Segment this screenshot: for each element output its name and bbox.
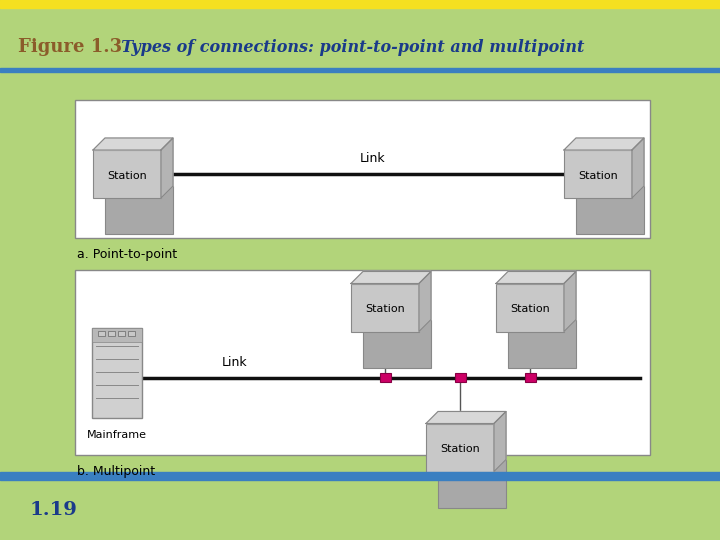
Bar — [454, 373, 466, 382]
Bar — [93, 150, 161, 198]
Bar — [379, 373, 390, 382]
Text: Mainframe: Mainframe — [87, 429, 147, 440]
Polygon shape — [496, 272, 576, 284]
Polygon shape — [93, 138, 173, 150]
Polygon shape — [161, 138, 173, 198]
Bar — [496, 284, 564, 332]
Bar — [363, 320, 431, 368]
Bar — [98, 330, 105, 335]
Bar — [108, 330, 115, 335]
Bar — [0, 472, 720, 480]
Text: a. Point-to-point: a. Point-to-point — [77, 248, 177, 261]
Text: Link: Link — [222, 356, 248, 369]
Text: Types of connections: point-to-point and multipoint: Types of connections: point-to-point and… — [110, 38, 585, 56]
Text: 1.19: 1.19 — [30, 501, 78, 519]
Text: Station: Station — [365, 305, 405, 314]
Bar — [508, 320, 576, 368]
Polygon shape — [351, 272, 431, 284]
Text: Link: Link — [360, 152, 385, 165]
Bar — [92, 327, 142, 417]
Bar — [564, 150, 632, 198]
Polygon shape — [632, 138, 644, 198]
Bar — [75, 270, 650, 455]
Polygon shape — [419, 272, 431, 332]
Bar — [92, 327, 142, 341]
Text: Station: Station — [510, 305, 550, 314]
Bar — [576, 186, 644, 234]
Bar — [524, 373, 536, 382]
Polygon shape — [494, 411, 506, 471]
Bar — [105, 186, 173, 234]
Bar — [0, 0, 720, 8]
Bar — [118, 330, 125, 335]
Bar — [128, 330, 135, 335]
Polygon shape — [564, 138, 644, 150]
Text: b. Multipoint: b. Multipoint — [77, 465, 155, 478]
Polygon shape — [564, 272, 576, 332]
Text: Station: Station — [578, 171, 618, 181]
Bar — [0, 68, 720, 72]
Polygon shape — [426, 411, 506, 423]
Bar — [75, 100, 650, 238]
Text: Station: Station — [107, 171, 147, 181]
Bar — [426, 423, 494, 471]
Bar — [438, 460, 506, 508]
Text: Figure 1.3: Figure 1.3 — [18, 38, 122, 56]
Text: Station: Station — [440, 444, 480, 455]
Bar — [351, 284, 419, 332]
